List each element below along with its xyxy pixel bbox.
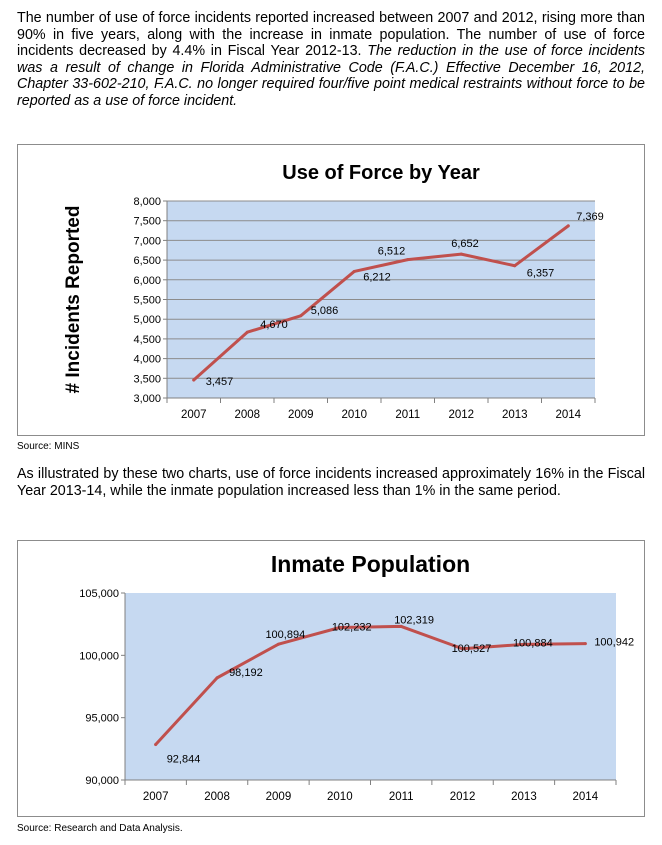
force-y-tick-label: 7,500 bbox=[133, 216, 161, 228]
force-data-label: 3,457 bbox=[206, 376, 234, 388]
force-y-axis-label: # Incidents Reported bbox=[63, 206, 84, 394]
inmate-data-label: 100,942 bbox=[594, 637, 634, 649]
force-y-tick-label: 6,500 bbox=[133, 255, 161, 267]
inmate-y-tick-label: 100,000 bbox=[79, 650, 119, 662]
inmate-data-point bbox=[154, 743, 158, 747]
inmate-data-point bbox=[399, 624, 403, 628]
inmate-y-tick-label: 95,000 bbox=[85, 713, 119, 725]
intro-italic-text: The reduction in the use of force incide… bbox=[17, 43, 645, 109]
inmate-data-point bbox=[583, 642, 587, 646]
force-y-tick-label: 5,000 bbox=[133, 314, 161, 326]
force-data-label: 6,357 bbox=[527, 268, 555, 280]
inmate-data-label: 98,192 bbox=[229, 667, 263, 679]
inmate-data-label: 102,319 bbox=[394, 614, 434, 626]
force-y-tick-label: 3,000 bbox=[133, 393, 161, 405]
inmate-data-label: 100,527 bbox=[452, 643, 492, 655]
force-data-point bbox=[245, 330, 249, 334]
force-data-point bbox=[299, 314, 303, 318]
inmate-x-tick-label: 2009 bbox=[266, 791, 292, 803]
force-y-tick-label: 4,000 bbox=[133, 354, 161, 366]
force-data-label: 7,369 bbox=[576, 211, 604, 223]
force-x-tick-label: 2014 bbox=[555, 409, 581, 421]
use-of-force-chart: Use of Force by Year # Incidents Reported… bbox=[17, 144, 645, 436]
force-data-label: 6,212 bbox=[363, 271, 391, 283]
inmate-x-tick-label: 2011 bbox=[389, 791, 414, 803]
force-x-tick-label: 2010 bbox=[341, 409, 367, 421]
force-series-line bbox=[192, 224, 570, 382]
inmate-title: Inmate Population bbox=[271, 551, 470, 577]
inmate-x-tick-label: 2008 bbox=[204, 791, 230, 803]
force-data-point bbox=[513, 264, 517, 268]
force-data-label: 5,086 bbox=[311, 305, 339, 317]
force-x-tick-label: 2013 bbox=[502, 409, 528, 421]
inmate-data-point bbox=[522, 642, 526, 646]
force-y-tick-label: 8,000 bbox=[133, 196, 161, 208]
force-data-point bbox=[566, 224, 570, 228]
inmate-data-point bbox=[215, 676, 219, 680]
inmate-data-point bbox=[276, 642, 280, 646]
inmate-data-label: 92,844 bbox=[167, 754, 201, 766]
force-y-tick-label: 3,500 bbox=[133, 373, 161, 385]
force-y-tick-label: 7,000 bbox=[133, 235, 161, 247]
intro-text: The number of use of force incidents rep… bbox=[17, 10, 645, 60]
inmate-x-tick-label: 2014 bbox=[573, 791, 599, 803]
force-x-tick-label: 2009 bbox=[288, 409, 314, 421]
force-y-tick-label: 5,500 bbox=[133, 295, 161, 307]
force-x-tick-label: 2007 bbox=[181, 409, 207, 421]
force-x-tick-label: 2012 bbox=[448, 409, 474, 421]
force-y-tick-label: 6,000 bbox=[133, 275, 161, 287]
source-note-2: Source: Research and Data Analysis. bbox=[17, 823, 183, 834]
inmate-data-label: 102,232 bbox=[332, 622, 372, 634]
force-data-point bbox=[406, 258, 410, 262]
force-data-label: 4,670 bbox=[260, 319, 288, 331]
inmate-data-point bbox=[461, 647, 465, 651]
inmate-population-chart: Inmate Population 90,000 95,000 100,000 105,… bbox=[17, 540, 645, 817]
use-of-force-chart-svg: Use of Force by Year # Incidents Reported… bbox=[63, 162, 604, 421]
middle-paragraph: As illustrated by these two charts, use … bbox=[17, 466, 645, 499]
force-data-point bbox=[192, 378, 196, 382]
inmate-plot-area bbox=[125, 593, 616, 780]
force-data-point bbox=[352, 269, 356, 273]
force-y-tick-label: 4,500 bbox=[133, 334, 161, 346]
inmate-y-tick-label: 90,000 bbox=[85, 775, 119, 787]
inmate-x-tick-label: 2010 bbox=[327, 791, 353, 803]
force-data-point bbox=[459, 252, 463, 256]
inmate-x-tick-label: 2013 bbox=[511, 791, 537, 803]
force-x-tick-label: 2008 bbox=[234, 409, 260, 421]
inmate-data-point bbox=[338, 626, 342, 630]
inmate-data-label: 100,894 bbox=[265, 629, 305, 641]
inmate-x-tick-label: 2012 bbox=[450, 791, 476, 803]
force-title: Use of Force by Year bbox=[282, 162, 480, 184]
inmate-y-tick-label: 105,000 bbox=[79, 588, 119, 600]
source-note-1: Source: MINS bbox=[17, 441, 80, 452]
force-x-tick-label: 2011 bbox=[395, 409, 420, 421]
force-data-label: 6,652 bbox=[451, 238, 479, 250]
inmate-data-label: 100,884 bbox=[513, 637, 553, 649]
inmate-population-chart-svg: Inmate Population 90,000 95,000 100,000 105,… bbox=[79, 551, 634, 803]
force-data-label: 6,512 bbox=[378, 246, 406, 258]
inmate-series-line bbox=[154, 624, 587, 747]
intro-paragraph: The number of use of force incidents rep… bbox=[17, 10, 645, 110]
inmate-x-tick-label: 2007 bbox=[143, 791, 169, 803]
